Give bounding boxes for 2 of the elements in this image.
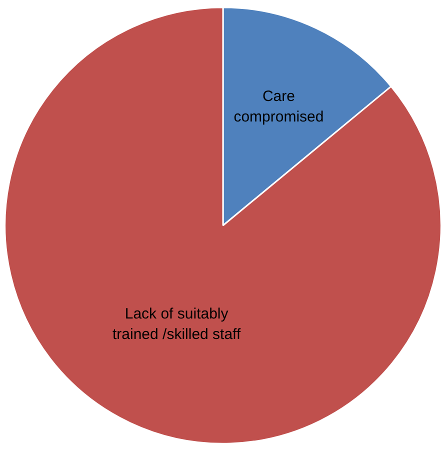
slice-label: Lack of suitably trained /skilled staff [112,306,242,344]
slice-label: Care compromised [234,88,324,126]
